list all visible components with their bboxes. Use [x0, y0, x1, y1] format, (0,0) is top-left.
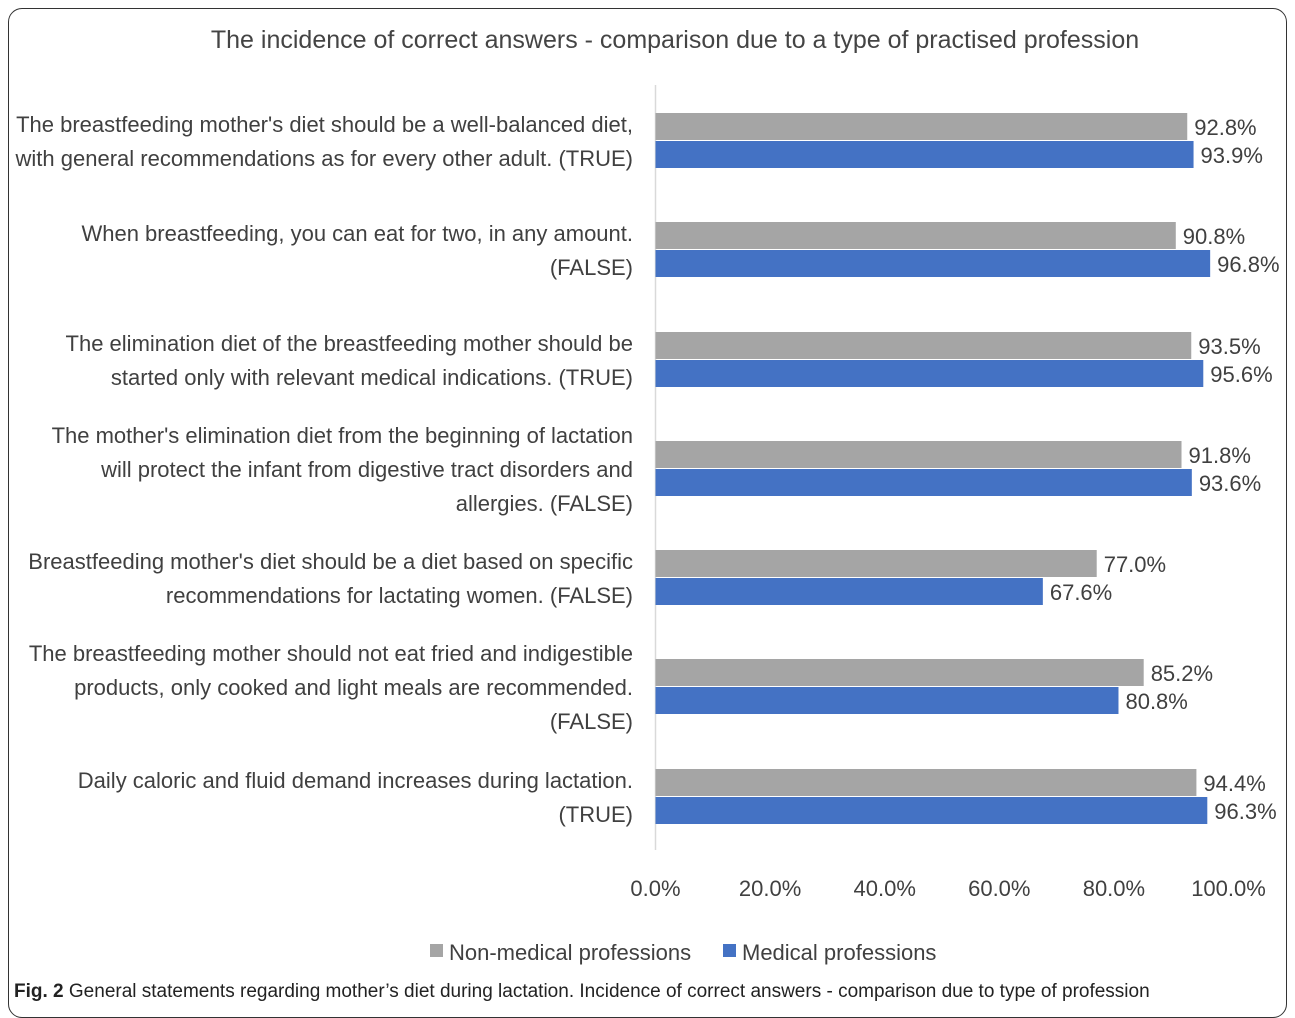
- bar-medical-7: [655, 797, 1208, 824]
- data-label: 92.8%: [1194, 115, 1256, 140]
- chart-title: The incidence of correct answers - compa…: [211, 26, 1139, 54]
- category-label: Daily caloric and fluid demand increases…: [78, 768, 633, 793]
- data-label: 90.8%: [1183, 224, 1245, 249]
- data-label: 96.3%: [1214, 799, 1276, 824]
- category-label: recommendations for lactating women. (FA…: [166, 583, 633, 608]
- category-label: When breastfeeding, you can eat for two,…: [81, 221, 633, 246]
- bar-non-medical-3: [655, 332, 1192, 359]
- bar-medical-6: [655, 687, 1119, 714]
- category-label: (TRUE): [558, 802, 633, 827]
- bar-non-medical-2: [655, 222, 1176, 249]
- x-tick-label: 20.0%: [739, 876, 801, 901]
- bar-non-medical-5: [655, 550, 1097, 577]
- data-label: 93.5%: [1198, 334, 1260, 359]
- data-label: 80.8%: [1125, 689, 1187, 714]
- legend-swatch-medical: [723, 944, 736, 957]
- bar-medical-5: [655, 578, 1043, 605]
- x-tick-label: 40.0%: [854, 876, 916, 901]
- data-label: 85.2%: [1151, 661, 1213, 686]
- data-label: 93.6%: [1199, 471, 1261, 496]
- category-label: with general recommendations as for ever…: [15, 146, 633, 171]
- category-label: started only with relevant medical indic…: [111, 365, 633, 390]
- bar-medical-3: [655, 360, 1204, 387]
- bar-non-medical-6: [655, 659, 1144, 686]
- category-label: The elimination diet of the breastfeedin…: [66, 331, 633, 356]
- bar-non-medical-1: [655, 113, 1188, 140]
- bar-medical-4: [655, 469, 1192, 496]
- x-axis-tick-labels: 0.0% 20.0% 40.0% 60.0% 80.0% 100.0%: [630, 876, 1265, 901]
- bars: [655, 113, 1211, 824]
- bar-non-medical-4: [655, 441, 1182, 468]
- legend-swatch-non-medical: [430, 944, 443, 957]
- category-label: (FALSE): [550, 255, 633, 280]
- legend: Non-medical professions Medical professio…: [430, 940, 936, 965]
- category-label: The breastfeeding mother should not eat …: [29, 641, 633, 666]
- figure-caption: Fig. 2 General statements regarding moth…: [14, 981, 1284, 1003]
- x-tick-label: 100.0%: [1191, 876, 1266, 901]
- caption-label: Fig. 2: [14, 981, 64, 1002]
- data-label: 91.8%: [1189, 443, 1251, 468]
- category-label: (FALSE): [550, 709, 633, 734]
- data-label: 67.6%: [1050, 580, 1112, 605]
- bar-medical-1: [655, 141, 1194, 168]
- data-label: 93.9%: [1201, 143, 1263, 168]
- category-labels: The breastfeeding mother's diet should b…: [15, 112, 633, 827]
- category-label: allergies. (FALSE): [456, 491, 633, 516]
- data-label: 96.8%: [1217, 252, 1279, 277]
- legend-label: Non-medical professions: [449, 940, 691, 965]
- bar-medical-2: [655, 250, 1211, 277]
- x-tick-label: 0.0%: [630, 876, 680, 901]
- x-tick-label: 60.0%: [968, 876, 1030, 901]
- bar-non-medical-7: [655, 769, 1197, 796]
- data-label: 94.4%: [1203, 771, 1265, 796]
- x-tick-label: 80.0%: [1083, 876, 1145, 901]
- category-label: Breastfeeding mother's diet should be a …: [28, 549, 633, 574]
- category-label: The breastfeeding mother's diet should b…: [16, 112, 633, 137]
- caption-text: General statements regarding mother’s di…: [63, 981, 1150, 1002]
- bar-chart: The incidence of correct answers - compa…: [15, 26, 1280, 965]
- data-labels: 92.8% 93.9% 90.8% 96.8% 93.5% 95.6% 91.8% 93.6%…: [1050, 115, 1280, 824]
- data-label: 77.0%: [1104, 552, 1166, 577]
- category-label: will protect the infant from digestive t…: [100, 457, 633, 482]
- legend-label: Medical professions: [742, 940, 936, 965]
- data-label: 95.6%: [1210, 362, 1272, 387]
- category-label: The mother's elimination diet from the b…: [52, 423, 633, 448]
- category-label: products, only cooked and light meals ar…: [74, 675, 633, 700]
